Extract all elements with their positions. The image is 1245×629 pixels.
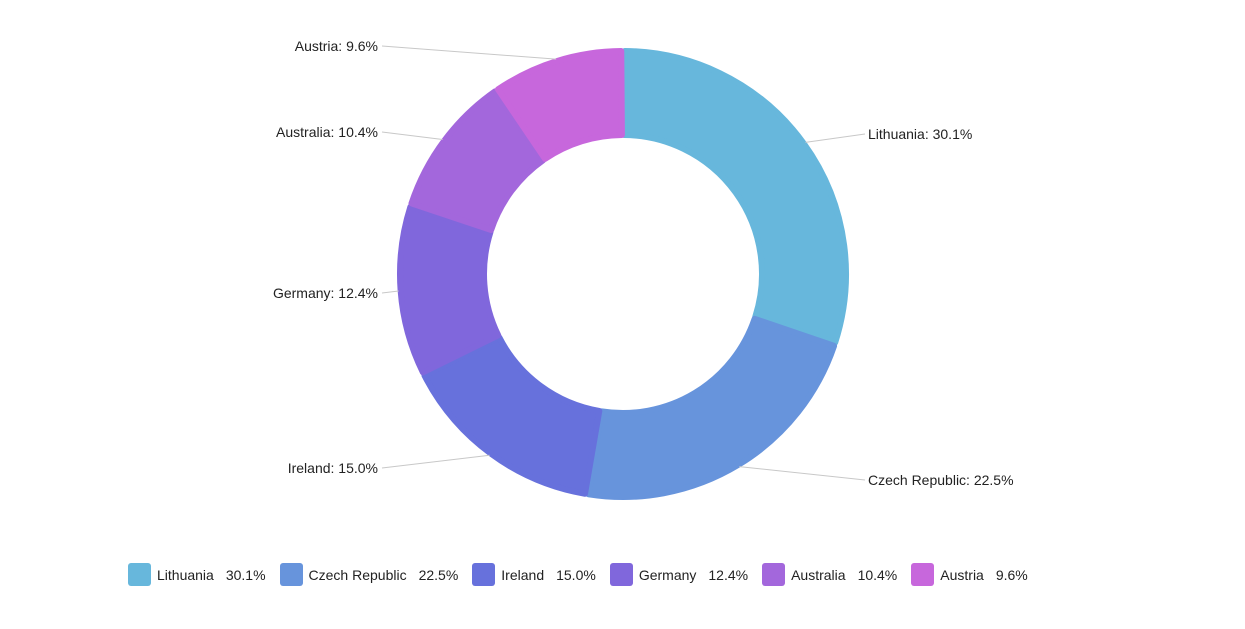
legend-label: Australia [791,566,846,583]
leader-line [381,454,490,469]
legend-value: 15.0% [556,566,596,583]
slice-label: Lithuania: 30.1% [868,126,972,142]
legend-value: 10.4% [857,566,898,583]
donut-slice-austria[interactable] [494,48,625,162]
legend-item-australia[interactable]: Australia 10.4% [762,563,897,586]
legend-item-ireland[interactable]: Ireland 15.0% [472,563,596,586]
leader-line [381,290,399,294]
legend-swatch [128,563,151,586]
legend-label: Germany [638,566,697,583]
legend-swatch [762,563,786,586]
legend-label: Czech Republic [308,566,407,583]
legend-value: 30.1% [225,566,266,583]
leader-line [805,133,866,143]
leader-line [739,466,866,481]
legend-label: Austria [940,566,984,583]
donut-slice-australia[interactable] [408,88,547,234]
slice-label: Austria: 9.6% [295,38,378,54]
legend-value: 9.6% [995,566,1028,583]
donut-slice-germany[interactable] [397,203,502,376]
legend-swatch [279,563,303,586]
donut-slice-czech-republic[interactable] [585,315,838,500]
legend-label: Ireland [501,566,545,583]
legend-label: Lithuania [157,566,214,583]
leader-line [381,45,557,60]
legend-item-austria[interactable]: Austria 9.6% [911,563,1028,586]
legend-item-lithuania[interactable]: Lithuania 30.1% [128,563,266,586]
leader-line [381,131,443,140]
donut-slice-lithuania[interactable] [621,48,849,346]
slice-label: Germany: 12.4% [273,285,378,301]
legend-item-czech-republic[interactable]: Czech Republic 22.5% [279,563,459,586]
legend-value: 12.4% [708,566,749,583]
slice-label: Australia: 10.4% [276,124,378,140]
donut-slice-ireland[interactable] [421,334,603,497]
slice-label: Ireland: 15.0% [288,460,378,476]
legend-swatch [472,563,496,586]
legend: Lithuania 30.1% Czech Republic 22.5% Ire… [128,563,1042,586]
legend-swatch [609,563,633,586]
slice-label: Czech Republic: 22.5% [868,472,1014,488]
legend-swatch [911,563,935,586]
legend-value: 22.5% [418,566,459,583]
legend-item-germany[interactable]: Germany 12.4% [609,563,749,586]
